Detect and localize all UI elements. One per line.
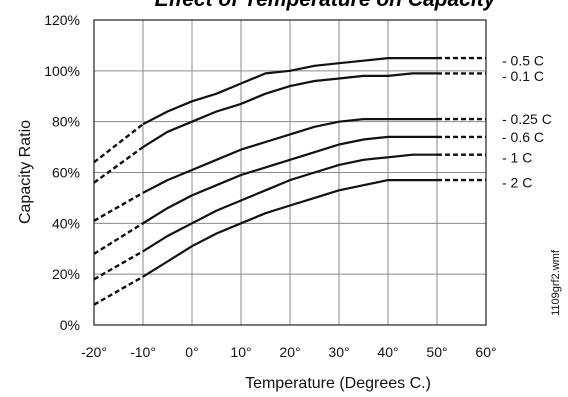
series-line-dashed-start: [93, 123, 144, 164]
series-label: - 0.5 C: [502, 53, 544, 69]
chart-title: Effect of Temperature on Capacity: [155, 0, 497, 11]
series-label: - 2 C: [502, 175, 532, 191]
series-line: [142, 179, 437, 278]
series-line: [142, 72, 437, 149]
series-label: - 0.6 C: [502, 129, 544, 145]
y-axis-ticks: 0% 20% 40% 60% 80% 100% 120%: [44, 12, 80, 333]
x-tick-label: 30°: [328, 344, 349, 360]
series-layer: [93, 56, 486, 306]
y-tick-label: 60%: [52, 165, 80, 181]
series-line-dashed-start: [93, 222, 144, 255]
plot-area-border: [93, 19, 487, 326]
series-line: [142, 56, 437, 126]
y-axis-label: Capacity Ratio: [17, 120, 34, 224]
series-line-dashed-start: [93, 250, 144, 281]
series-line: [142, 135, 437, 225]
y-tick-label: 20%: [52, 266, 80, 282]
series-line: [142, 153, 437, 253]
x-tick-label: 0°: [185, 344, 198, 360]
x-tick-label: -20°: [81, 344, 107, 360]
y-tick-label: 40%: [52, 215, 80, 231]
grid: [93, 19, 487, 326]
series-label: - 0.1 C: [502, 68, 544, 84]
x-tick-label: -10°: [130, 344, 156, 360]
x-tick-label: 40°: [377, 344, 398, 360]
series-line-dashed-start: [93, 146, 144, 184]
x-tick-label: 50°: [426, 344, 447, 360]
x-axis-label: Temperature (Degrees C.): [245, 375, 431, 392]
y-tick-label: 80%: [52, 114, 80, 130]
series-label: - 0.25 C: [502, 111, 552, 127]
y-tick-label: 100%: [44, 63, 80, 79]
y-tick-label: 120%: [44, 12, 80, 28]
series-line-dashed-start: [93, 191, 144, 222]
series-line: [142, 117, 437, 194]
figure-code: 1109grf2.wmf: [550, 249, 562, 316]
x-tick-label: 10°: [230, 344, 251, 360]
series-label: - 1 C: [502, 149, 532, 165]
x-axis-ticks: -20° -10° 0° 10° 20° 30° 40° 50° 60°: [81, 344, 497, 360]
series-labels: - 0.5 C- 0.1 C - 0.25 C - 0.6 C - 1 C - 2 C: [502, 53, 552, 191]
x-tick-label: 20°: [279, 344, 300, 360]
x-tick-label: 60°: [475, 344, 496, 360]
y-tick-label: 0%: [60, 317, 80, 333]
series-line-dashed-start: [93, 275, 144, 306]
